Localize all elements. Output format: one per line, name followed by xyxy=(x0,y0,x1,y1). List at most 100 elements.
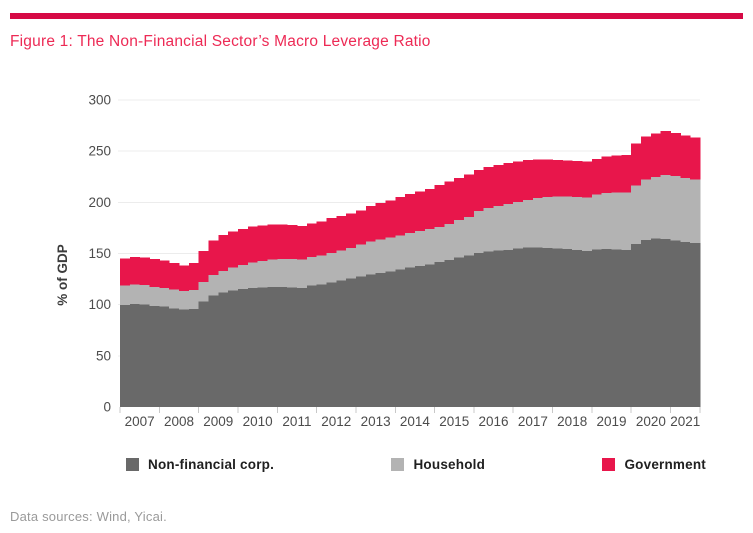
y-axis-title: % of GDP xyxy=(55,244,70,306)
x-axis-labels: 2007 2008 2009 2010 2011 2012 2013 2014 2015 2016… xyxy=(125,414,701,429)
bar-segment xyxy=(552,196,563,249)
legend-label-nonfinancial-corp: Non-financial corp. xyxy=(148,457,275,472)
bar-segment xyxy=(444,260,455,407)
bar-segment xyxy=(375,272,386,407)
bar-segment xyxy=(473,211,485,253)
stacked-bars xyxy=(120,131,701,408)
chart-legend: Non-financial corp. Household Government xyxy=(126,457,706,472)
bar-segment xyxy=(434,226,445,263)
bar-segment xyxy=(228,290,239,407)
x-axis-year-label: 2015 xyxy=(439,414,469,429)
bar-segment xyxy=(542,159,553,198)
bar-segment xyxy=(198,301,209,407)
bar-segment xyxy=(395,197,406,236)
bar-segment xyxy=(503,249,514,407)
bar-segment xyxy=(208,240,219,275)
bar-segment xyxy=(680,242,691,407)
bar-segment xyxy=(601,193,612,249)
bar-segment xyxy=(355,276,367,407)
bar-segment xyxy=(287,287,298,407)
bar-segment xyxy=(572,197,583,250)
bar-segment xyxy=(513,161,524,202)
bar-segment xyxy=(513,248,524,407)
x-axis-year-label: 2008 xyxy=(164,414,194,429)
bar-segment xyxy=(326,252,337,283)
bar-segment xyxy=(690,179,701,243)
x-axis-year-label: 2016 xyxy=(479,414,509,429)
household-swatch-icon xyxy=(391,458,405,471)
bar-segment xyxy=(346,213,357,248)
figure-title: Figure 1: The Non-Financial Sector’s Mac… xyxy=(10,33,431,50)
bar-segment xyxy=(601,156,612,194)
bar-segment xyxy=(670,132,681,177)
bar-segment xyxy=(572,160,583,198)
bar-segment xyxy=(523,247,534,407)
bar-segment xyxy=(601,248,612,407)
bar-segment xyxy=(316,255,327,285)
bar-segment xyxy=(257,225,268,262)
bar-segment xyxy=(306,223,318,258)
bar-segment xyxy=(572,249,583,407)
x-axis-ticks xyxy=(119,407,701,413)
bar-segment xyxy=(631,243,642,407)
bar-segment xyxy=(532,247,544,407)
bar-segment xyxy=(228,267,239,291)
bar-segment xyxy=(178,309,190,407)
x-axis-year-label: 2020 xyxy=(636,414,666,429)
bar-segment xyxy=(454,220,465,258)
bar-segment xyxy=(464,174,475,218)
bar-segment xyxy=(237,228,249,265)
bar-segment xyxy=(316,284,327,407)
bar-segment xyxy=(355,244,367,277)
bar-segment xyxy=(483,251,495,407)
bar-segment xyxy=(149,259,160,287)
legend-item-household: Household xyxy=(391,457,485,472)
x-axis-year-label: 2014 xyxy=(400,414,431,429)
bar-segment xyxy=(542,247,553,407)
bar-segment xyxy=(277,286,288,407)
bar-segment xyxy=(670,240,681,407)
bar-segment xyxy=(454,257,465,407)
bar-segment xyxy=(680,135,691,178)
bar-segment xyxy=(542,197,553,248)
bar-segment xyxy=(562,248,573,407)
bar-segment xyxy=(483,167,495,208)
bar-segment xyxy=(385,237,396,272)
bar-segment xyxy=(493,164,504,206)
bar-segment xyxy=(513,201,524,249)
bar-segment xyxy=(306,257,318,286)
x-axis-year-label: 2011 xyxy=(282,414,311,429)
bar-segment xyxy=(346,278,357,407)
data-sources-caption: Data sources: Wind, Yicai. xyxy=(10,509,167,524)
bar-segment xyxy=(591,158,603,195)
bar-segment xyxy=(198,250,209,283)
bar-segment xyxy=(296,225,308,260)
bar-segment xyxy=(257,287,268,407)
bar-segment xyxy=(650,176,662,239)
government-swatch-icon xyxy=(602,458,616,471)
bar-segment xyxy=(670,176,681,241)
bar-segment xyxy=(552,159,563,197)
bar-segment xyxy=(493,205,504,251)
bar-segment xyxy=(395,235,406,270)
bar-segment xyxy=(650,238,662,407)
bar-segment xyxy=(375,202,386,240)
bar-segment xyxy=(287,224,298,260)
bar-segment xyxy=(375,239,386,273)
legend-label-household: Household xyxy=(413,457,486,472)
bar-segment xyxy=(159,306,170,407)
bar-segment xyxy=(611,249,622,407)
bar-segment xyxy=(532,159,544,199)
y-axis-tick-label: 150 xyxy=(88,246,111,261)
bar-segment xyxy=(591,249,603,407)
bar-segment xyxy=(464,217,475,256)
bar-segment xyxy=(355,210,367,245)
bar-segment xyxy=(641,179,652,241)
bar-segment xyxy=(641,136,652,180)
bar-segment xyxy=(139,304,150,407)
bar-segment xyxy=(247,226,259,263)
bar-segment xyxy=(218,292,229,407)
bar-segment xyxy=(473,170,485,212)
bar-segment xyxy=(169,289,180,309)
x-axis-year-label: 2010 xyxy=(243,414,273,429)
